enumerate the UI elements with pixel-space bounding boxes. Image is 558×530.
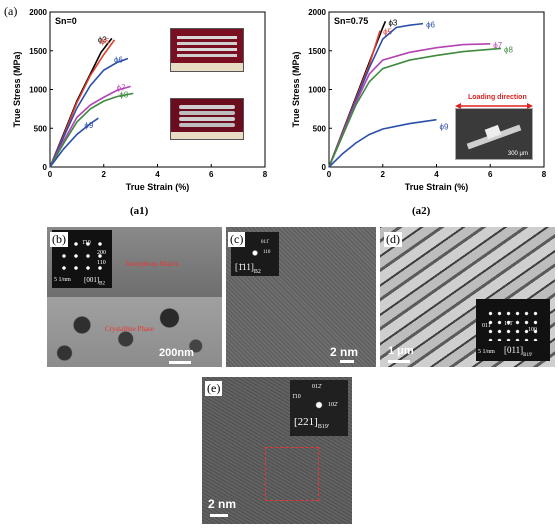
chart-a2-ytick-label: 1000 — [308, 86, 326, 95]
chart-a1-ylabel: True Stress (MPa) — [12, 51, 22, 127]
fracture-sem-inset: 300 μm — [455, 108, 533, 160]
panel-b-spot-1: 1̄10 — [82, 240, 91, 246]
chart-a1-series-5 — [49, 92, 134, 168]
chart-a2-series-label-4: ϕ7 — [493, 41, 502, 50]
chart-a2-annotation: Sn=0.75 — [334, 16, 368, 26]
panel-d-label: (d) — [384, 232, 402, 247]
panel-b-spot-2: 200 — [97, 250, 106, 256]
chart-a2-ytick-label: 500 — [313, 124, 327, 133]
chart-a2-series-label-2: ϕ5 — [383, 28, 392, 37]
chart-a2-ytick-label: 1500 — [308, 47, 326, 56]
chart-a2-series-label-5: ϕ8 — [504, 45, 513, 54]
chart-a1-series-label-1: ϕ3 — [98, 35, 107, 44]
chart-a1-series-6 — [49, 117, 99, 168]
panel-d-saed-scale: 5 1/nm — [478, 349, 495, 355]
chart-a1-series-4 — [49, 85, 131, 168]
panel-e-zone: [221]B19' — [294, 416, 329, 431]
chart-a1-xtick-label: 6 — [209, 170, 214, 179]
chart-a2-series-label-3: ϕ6 — [426, 21, 435, 30]
chart-a2-series-label-6: ϕ9 — [440, 123, 449, 132]
panel-e-spot-2: 1̄10 — [292, 394, 301, 400]
panel-c-scale-label: 2 nm — [330, 345, 359, 359]
chart-a1-series-label-6: ϕ9 — [84, 121, 93, 130]
chart-a1-series-3 — [49, 57, 129, 168]
chart-a2-xtick-label: 2 — [381, 170, 386, 179]
panel-d-spot-3: 100 — [528, 327, 537, 333]
chart-a2-xtick-label: 4 — [434, 170, 439, 179]
panel-e-label: (e) — [205, 381, 223, 396]
chart-a1-xtick-label: 2 — [102, 170, 107, 179]
rods-photo-2 — [170, 98, 244, 140]
chart-a2-ylabel: True Stress (MPa) — [291, 51, 301, 127]
panel-b-zone: [001]B2 — [84, 276, 106, 287]
chart-a1: 0 2 4 6 8 0 500 1000 1500 2000 True Strain (%) True… — [12, 8, 268, 192]
region-highlight-box — [265, 447, 319, 501]
panel-d-tem: 011̄ 11̄1̄ 100 5 1/nm [011]B19' 1 μm — [380, 227, 555, 367]
panel-d-spot-1: 011̄ — [482, 323, 491, 329]
panel-b-saed-scale: 5 1/nm — [54, 277, 71, 283]
chart-a2: 0 2 4 6 8 0 500 1000 1500 2000 True Strain (%) True… — [291, 8, 547, 192]
chart-a1-ytick-label: 2000 — [29, 8, 47, 17]
chart-a2-xtick-label: 6 — [488, 170, 493, 179]
chart-a1-ytick-label: 0 — [43, 163, 48, 172]
chart-a1-xlabel: True Strain (%) — [126, 182, 190, 192]
panel-c-label: (c) — [228, 232, 246, 247]
inset-scale-label: 300 μm — [507, 151, 528, 157]
chart-a2-ytick-label: 0 — [322, 163, 327, 172]
rods-photo-1 — [170, 28, 244, 72]
chart-a1-series-label-4: ϕ7 — [117, 83, 126, 92]
chart-a2-xtick-label: 8 — [542, 170, 547, 179]
chart-a1-xtick-label: 0 — [48, 170, 53, 179]
panel-b-tem: 1̄10 200 110 5 1/nm [001]B2 Amorphous Ma… — [47, 227, 222, 367]
panel-b-scale-label: 200nm — [159, 347, 194, 359]
chart-a2-xlabel: True Strain (%) — [405, 182, 469, 192]
chart-a1-ytick-label: 1000 — [29, 86, 47, 95]
panel-c-hrtem: 1̄01 011̄ 110 [1̄11]B2 2 nm — [226, 227, 376, 367]
chart-a1-series-label-2: ϕ5 — [101, 37, 110, 46]
panel-b-spot-3: 110 — [97, 260, 106, 266]
loading-direction-arrow — [455, 103, 533, 109]
panel-d-scale-label: 1 μm — [388, 345, 414, 357]
panel-e-scale-bar — [210, 514, 228, 517]
crystalline-phase-label: Crystalline Phase — [105, 325, 154, 333]
chart-a2-series-6 — [328, 118, 437, 168]
panel-d-spot-2: 11̄1̄ — [504, 321, 513, 327]
chart-a1-ytick-label: 1500 — [29, 47, 47, 56]
panel-c-zone: [1̄11]B2 — [235, 262, 261, 275]
chart-a1-series-label-3: ϕ6 — [114, 56, 123, 65]
chart-a2-xtick-label: 0 — [327, 170, 332, 179]
panel-d-saed: 011̄ 11̄1̄ 100 5 1/nm [011]B19' — [476, 299, 550, 361]
panel-e-spot-3: 102̄ — [328, 402, 337, 408]
chart-a1-xtick-label: 4 — [155, 170, 160, 179]
amorphous-matrix-label: Amorphous Matrix — [125, 260, 179, 268]
chart-a2-series-label-1: ϕ3 — [388, 18, 397, 27]
panel-c-spot-3: 110 — [263, 250, 271, 255]
chart-a2-series-5 — [328, 47, 502, 168]
chart-a1-series-label-5: ϕ8 — [119, 90, 128, 99]
chart-a1-caption: (a1) — [130, 205, 149, 217]
panel-b-label: (b) — [50, 232, 68, 247]
panel-b-saed: 1̄10 200 110 5 1/nm [001]B2 — [52, 230, 112, 288]
panel-e-fft: 012̄ 1̄10 102̄ [221]B19' — [290, 380, 348, 436]
loading-direction-label: Loading direction — [468, 94, 527, 101]
panel-d-scale-bar — [388, 360, 410, 363]
chart-a1-annotation: Sn=0 — [55, 16, 77, 26]
chart-a1-xtick-label: 8 — [263, 170, 268, 179]
panel-c-scale-bar — [340, 360, 354, 363]
chart-a1-ytick-label: 500 — [34, 124, 48, 133]
chart-a2-caption: (a2) — [412, 205, 431, 217]
figure-label-a: (a) — [4, 4, 18, 18]
panel-b-scale-bar — [169, 361, 191, 364]
panel-d-zone: [011]B19' — [504, 345, 533, 358]
panel-e-scale-label: 2 nm — [208, 497, 237, 511]
panel-c-spot-2: 011̄ — [261, 240, 269, 245]
panel-e-hrtem: 012̄ 1̄10 102̄ [221]B19' 2 nm — [202, 377, 352, 524]
chart-a2-ytick-label: 2000 — [308, 8, 326, 17]
panel-e-spot-1: 012̄ — [312, 384, 321, 390]
